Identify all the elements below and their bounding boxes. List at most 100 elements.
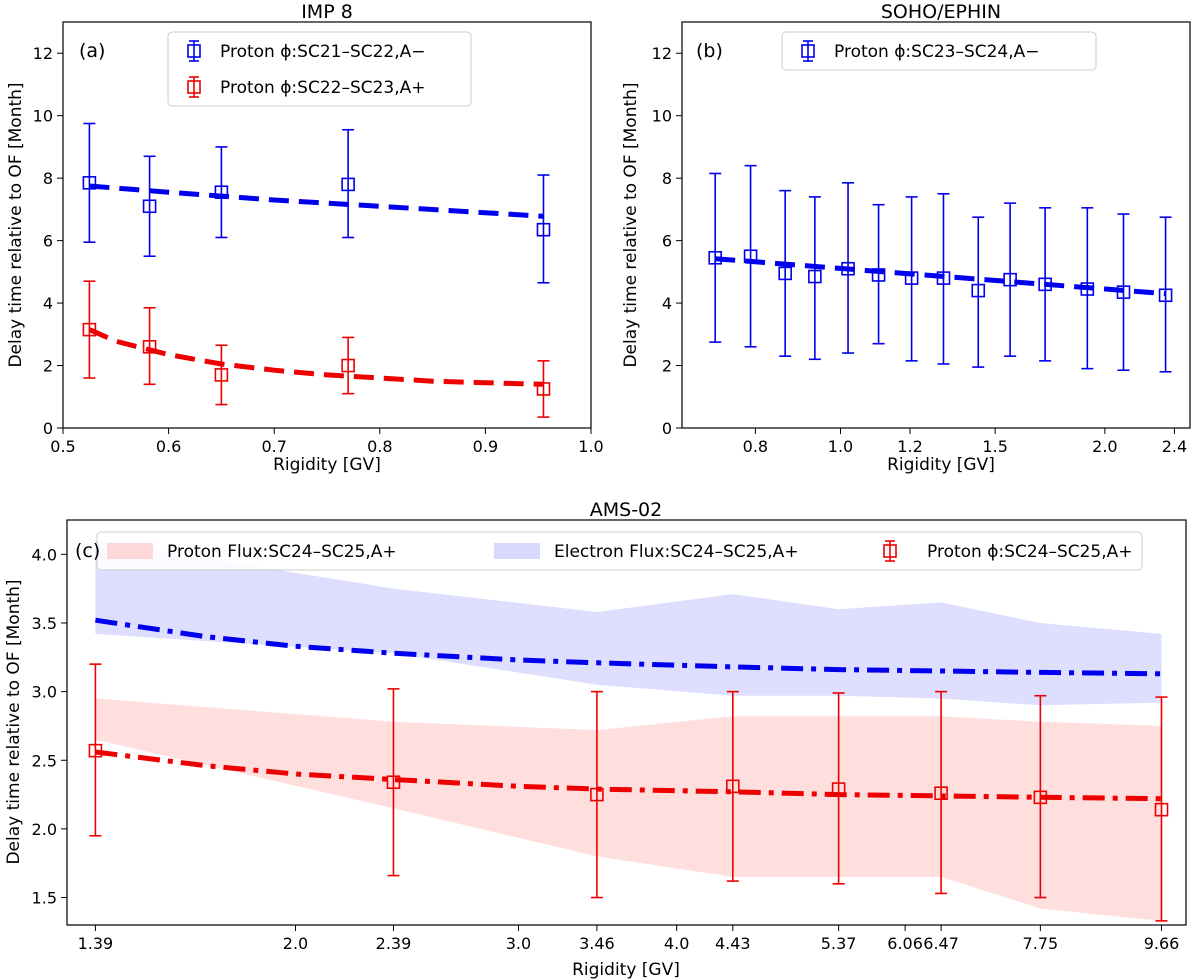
panel-c-xtick-label: 5.37 — [821, 934, 857, 953]
panel-a-legend-label-1: Proton ϕ:SC22–SC23,A+ — [220, 78, 426, 98]
panel-a-series-0-legend-marker — [187, 44, 201, 58]
panel-a-ytick-label: 2 — [43, 357, 53, 376]
panel-a-xtick-label: 0.8 — [367, 437, 392, 456]
panel-b-series-0-point — [1080, 282, 1095, 296]
panel-c-xtick-label: 3.46 — [579, 934, 615, 953]
panel-c-xtick-label: 4.0 — [664, 934, 689, 953]
panel-c-legend-swatch-0 — [107, 543, 153, 559]
panel-c-series-2-point — [88, 743, 103, 758]
panel-a-ytick-label: 4 — [43, 294, 53, 313]
panel-b-xlabel: Rigidity [GV] — [887, 455, 995, 475]
panel-a-series-1-point — [82, 322, 97, 337]
panel-b-series-0-point — [808, 269, 822, 284]
panel-b-series-0-point — [778, 266, 792, 281]
panel-b-xtick-label: 1.0 — [828, 437, 853, 456]
panel-b-xtick-label: 0.8 — [743, 437, 768, 456]
panel-a-label: (a) — [79, 40, 105, 62]
panel-a-series-1-point — [341, 358, 355, 373]
panel-a-series-1-legend-marker — [187, 80, 201, 94]
panel-c-series-2-point — [934, 786, 948, 801]
panel-b-chart: SOHO/EPHIN 0.8 1.0 1.2 1.5 2.0 2.4 0 2 4 6 8 10 12 P… — [621, 1, 1191, 475]
panel-a-xtick-label: 0.5 — [50, 437, 75, 456]
panel-b-xtick-label: 1.2 — [897, 437, 922, 456]
panel-a-series-1-point — [536, 382, 551, 396]
panel-b-series-0-point — [871, 268, 886, 282]
panel-a-chart: IMP 8 0.5 0.6 0.7 0.8 0.9 1.0 0 2 4 6 8 10 12 Proton… — [6, 1, 604, 475]
panel-c-legend-label-2: Proton ϕ:SC24–SC25,A+ — [927, 542, 1133, 562]
panel-a-series-0-point — [536, 222, 551, 237]
panel-c-series-2-point — [726, 779, 740, 794]
panel-b-title: SOHO/EPHIN — [881, 1, 1001, 23]
panel-c-ytick-label: 2.5 — [32, 751, 57, 770]
panel-c-label: (c) — [75, 540, 100, 562]
panel-c-band-0 — [95, 698, 1162, 921]
panel-c-series-2-point — [1033, 790, 1048, 805]
panel-a-fit-line-1 — [88, 327, 544, 387]
panel-b-series-0-point — [904, 271, 919, 285]
panel-c-fit-line-3 — [95, 617, 1162, 677]
panel-b-ytick-label: 2 — [662, 357, 672, 376]
panel-b-ytick-label: 6 — [662, 232, 672, 251]
panel-b-fit-line-0 — [715, 256, 1166, 297]
panel-c-ytick-label: 3.5 — [32, 614, 57, 633]
panel-b-series-0-point — [936, 271, 951, 285]
panel-c-series-2-point — [590, 787, 604, 802]
panel-b-series-0-point — [971, 283, 986, 298]
panel-c-ylabel: Delay time relative to OF [Month] — [4, 579, 24, 864]
panel-a-xtick-label: 0.7 — [261, 437, 286, 456]
panel-a-frame — [62, 21, 592, 429]
panel-b-series-0-point — [1158, 288, 1173, 303]
panel-a-title: IMP 8 — [301, 1, 353, 23]
panel-b-series-0-point — [1116, 285, 1131, 299]
panel-b-series-0-point — [841, 261, 855, 276]
panel-a-xtick-label: 1.0 — [578, 437, 603, 456]
panel-a-series-0-point — [82, 176, 97, 190]
panel-a-ytick-label: 12 — [33, 44, 53, 63]
panel-c-band-1 — [95, 540, 1162, 706]
panel-a-ylabel: Delay time relative to OF [Month] — [6, 82, 26, 367]
panel-c-xlabel: Rigidity [GV] — [572, 960, 680, 979]
panel-b-series-0-point — [1038, 277, 1052, 292]
panel-a-series-0-point — [341, 177, 355, 192]
panel-a-ytick-label: 8 — [43, 169, 53, 188]
panel-a-legend-box — [167, 31, 472, 107]
panel-a-series-0-point — [214, 185, 229, 200]
panel-c-title: AMS-02 — [590, 499, 662, 521]
panel-b-ytick-label: 4 — [662, 294, 672, 313]
panel-c-xtick-label: 2.0 — [283, 934, 308, 953]
panel-c-legend-label-0: Proton Flux:SC24–SC25,A+ — [167, 542, 397, 562]
panel-c-legend-box — [96, 531, 1143, 571]
panel-b-ylabel: Delay time relative to OF [Month] — [621, 82, 641, 367]
panel-c-series-2-legend-marker — [883, 544, 897, 558]
panel-c-xtick-label: 7.75 — [1023, 934, 1059, 953]
panel-c-ytick-label: 4.0 — [32, 545, 57, 564]
panel-b-xtick-label: 1.5 — [982, 437, 1007, 456]
panel-c-ytick-label: 3.0 — [32, 683, 57, 702]
panel-b-ytick-label: 8 — [662, 169, 672, 188]
panel-c-chart: AMS-02 1.39 2.0 2.39 3.0 3.46 4.0 4.43 5.37 6.06… — [4, 499, 1187, 979]
panel-b-series-0-point — [743, 249, 758, 264]
panel-b-label: (b) — [696, 40, 723, 62]
panel-a-series-0-point — [142, 199, 157, 214]
panel-c-xtick-label: 9.66 — [1144, 934, 1180, 953]
panel-a-ytick-label: 0 — [43, 419, 53, 438]
panel-a-legend-label-0: Proton ϕ:SC21–SC22,A− — [220, 42, 426, 62]
panel-b-legend-label-0: Proton ϕ:SC23–SC24,A− — [834, 42, 1040, 62]
panel-c-xtick-label: 2.39 — [376, 934, 412, 953]
panel-c-xtick-label: 4.43 — [715, 934, 751, 953]
panel-a-xlabel: Rigidity [GV] — [273, 455, 381, 475]
panel-c-xtick-label: 6.47 — [923, 934, 959, 953]
panel-c-xtick-label: 1.39 — [78, 934, 114, 953]
panel-a-ytick-label: 10 — [33, 107, 53, 126]
panel-a-ytick-label: 6 — [43, 232, 53, 251]
panel-b-ytick-label: 12 — [652, 44, 672, 63]
panel-b-series-0-legend-marker — [801, 44, 815, 58]
panel-c-ytick-label: 2.0 — [32, 820, 57, 839]
panel-b-legend-box — [781, 31, 1097, 71]
panel-b-ytick-label: 0 — [662, 419, 672, 438]
panel-a-series-1-point — [142, 339, 157, 354]
panel-a-fit-line-0 — [89, 183, 544, 219]
panel-b-series-0-point — [1003, 272, 1017, 287]
panel-c-legend-swatch-1 — [494, 543, 540, 559]
